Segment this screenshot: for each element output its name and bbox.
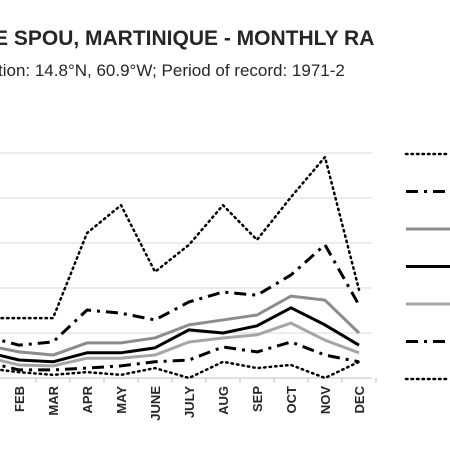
series-line <box>0 294 361 357</box>
x-tick-label: JULY <box>182 386 197 418</box>
series-line <box>0 360 361 380</box>
x-tick-label: OCT <box>284 386 299 414</box>
x-tick-label: NOV <box>318 386 333 415</box>
x-tick-label: AUG <box>216 386 231 415</box>
x-tick-label: APR <box>80 385 95 413</box>
series-line <box>0 340 360 372</box>
series-line <box>0 155 361 320</box>
x-tick-label: SEP <box>250 386 265 412</box>
chart-subtitle: tion: 14.8°N, 60.9°W; Period of record: … <box>0 61 345 80</box>
chart-title: E SPOU, MARTINIQUE - MONTHLY RA <box>0 27 374 50</box>
x-tick-label: FEB <box>12 386 27 412</box>
x-tick-label: MAY <box>114 386 129 414</box>
x-tick-label: DEC <box>352 385 367 413</box>
x-tick-label: MAR <box>46 385 61 415</box>
series-line <box>0 243 361 347</box>
series-line <box>0 321 360 368</box>
x-tick-label: JUNE <box>148 386 163 421</box>
series-line <box>0 306 360 364</box>
